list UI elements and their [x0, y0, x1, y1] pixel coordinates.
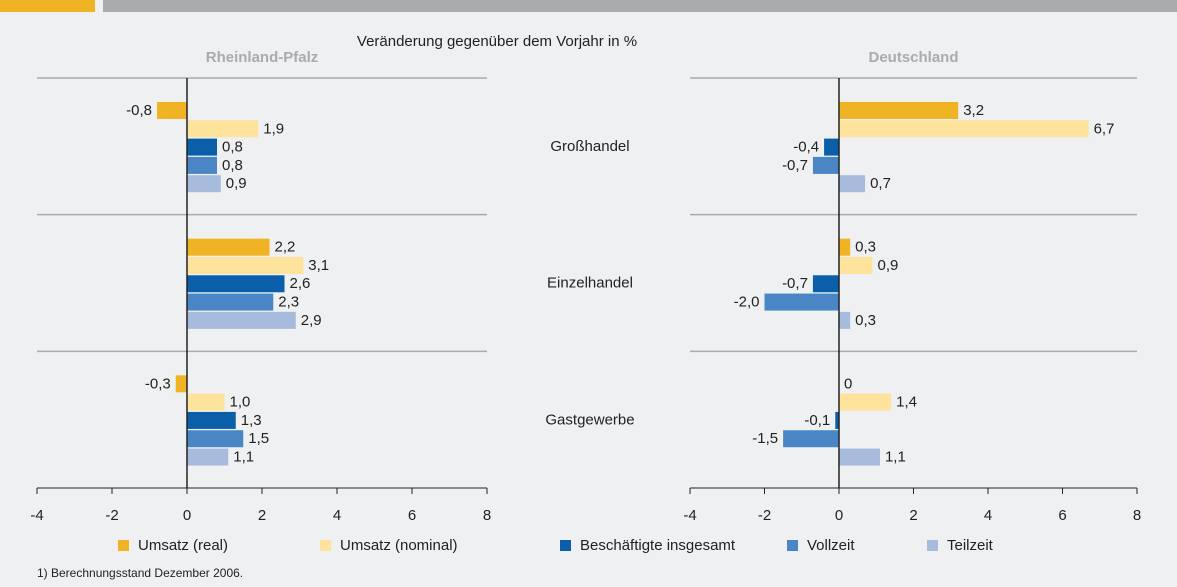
bar	[839, 120, 1089, 138]
category-label: Einzelhandel	[547, 275, 633, 292]
bar	[839, 102, 959, 119]
data-label: 0,3	[855, 312, 876, 329]
data-label: -0,8	[126, 102, 152, 119]
bar	[187, 448, 229, 466]
legend-swatch	[118, 540, 129, 551]
x-tick-label: -2	[758, 507, 771, 524]
data-label: 6,7	[1094, 120, 1115, 137]
data-label: 1,0	[230, 394, 251, 411]
data-label: -1,5	[752, 430, 778, 447]
legend-label: Teilzeit	[947, 537, 994, 554]
x-tick-label: 8	[1133, 507, 1141, 524]
bar	[187, 411, 236, 429]
bar	[187, 175, 221, 193]
x-tick-label: -4	[683, 507, 696, 524]
top-bar	[103, 0, 1177, 12]
legend-swatch	[560, 540, 571, 551]
category-label: Großhandel	[550, 138, 629, 155]
panel-title: Rheinland-Pfalz	[206, 49, 319, 66]
footnote: 1) Berechnungsstand Dezember 2006.	[37, 566, 243, 580]
data-label: -0,3	[145, 375, 171, 392]
bar	[187, 120, 259, 138]
legend-label: Umsatz (nominal)	[340, 537, 458, 554]
bar	[187, 256, 304, 274]
data-label: 2,2	[275, 239, 296, 256]
data-label: -0,1	[804, 412, 830, 429]
bar	[175, 375, 187, 393]
bar	[187, 138, 217, 156]
bar	[839, 175, 866, 193]
bar	[824, 138, 839, 156]
legend-swatch	[320, 540, 331, 551]
panel-title: Deutschland	[868, 49, 958, 66]
x-tick-label: 0	[183, 507, 191, 524]
bar	[187, 238, 270, 256]
data-label: 1,1	[885, 449, 906, 466]
data-label: 0,7	[870, 175, 891, 192]
x-tick-label: 4	[333, 507, 341, 524]
data-label: 0,9	[226, 175, 247, 192]
bar	[812, 156, 839, 174]
data-label: -2,0	[734, 294, 760, 311]
x-tick-label: 6	[408, 507, 416, 524]
bar	[835, 411, 839, 429]
legend-swatch	[787, 540, 798, 551]
data-label: 1,4	[896, 394, 917, 411]
data-label: 3,1	[308, 257, 329, 274]
legend-label: Vollzeit	[807, 537, 855, 554]
data-label: 0,8	[222, 157, 243, 174]
data-label: 2,9	[301, 312, 322, 329]
data-label: -0,4	[793, 139, 819, 156]
bar	[812, 275, 839, 293]
data-label: 1,3	[241, 412, 262, 429]
data-label: 3,2	[963, 102, 984, 119]
data-label: 0,9	[878, 257, 899, 274]
legend-swatch	[927, 540, 938, 551]
bar	[839, 238, 851, 256]
data-label: 1,9	[263, 120, 284, 137]
bar	[764, 293, 839, 311]
data-label: -0,7	[782, 157, 808, 174]
data-label: 0	[844, 375, 852, 392]
subtitle: Veränderung gegenüber dem Vorjahr in %	[357, 33, 637, 50]
bar	[187, 293, 274, 311]
data-label: 2,6	[290, 275, 311, 292]
bar	[783, 430, 839, 448]
bar	[187, 275, 285, 293]
top-accent	[0, 0, 95, 12]
legend-label: Beschäftigte insgesamt	[580, 537, 736, 554]
data-label: 1,1	[233, 449, 254, 466]
x-tick-label: -2	[105, 507, 118, 524]
data-label: -0,7	[782, 275, 808, 292]
x-tick-label: 2	[909, 507, 917, 524]
x-tick-label: 4	[984, 507, 992, 524]
bar	[187, 156, 217, 174]
bar	[187, 430, 244, 448]
data-label: 2,3	[278, 294, 299, 311]
data-label: 0,8	[222, 139, 243, 156]
legend-label: Umsatz (real)	[138, 537, 228, 554]
data-label: 1,5	[248, 430, 269, 447]
x-tick-label: 0	[835, 507, 843, 524]
bar	[187, 311, 296, 329]
bar	[157, 102, 187, 119]
bar	[839, 256, 873, 274]
x-tick-label: -4	[30, 507, 43, 524]
x-tick-label: 6	[1058, 507, 1066, 524]
x-tick-label: 2	[258, 507, 266, 524]
x-tick-label: 8	[483, 507, 491, 524]
bar	[839, 311, 851, 329]
bar	[839, 448, 880, 466]
category-label: Gastgewerbe	[545, 411, 634, 428]
data-label: 0,3	[855, 239, 876, 256]
bar	[839, 393, 892, 411]
bar	[187, 393, 225, 411]
